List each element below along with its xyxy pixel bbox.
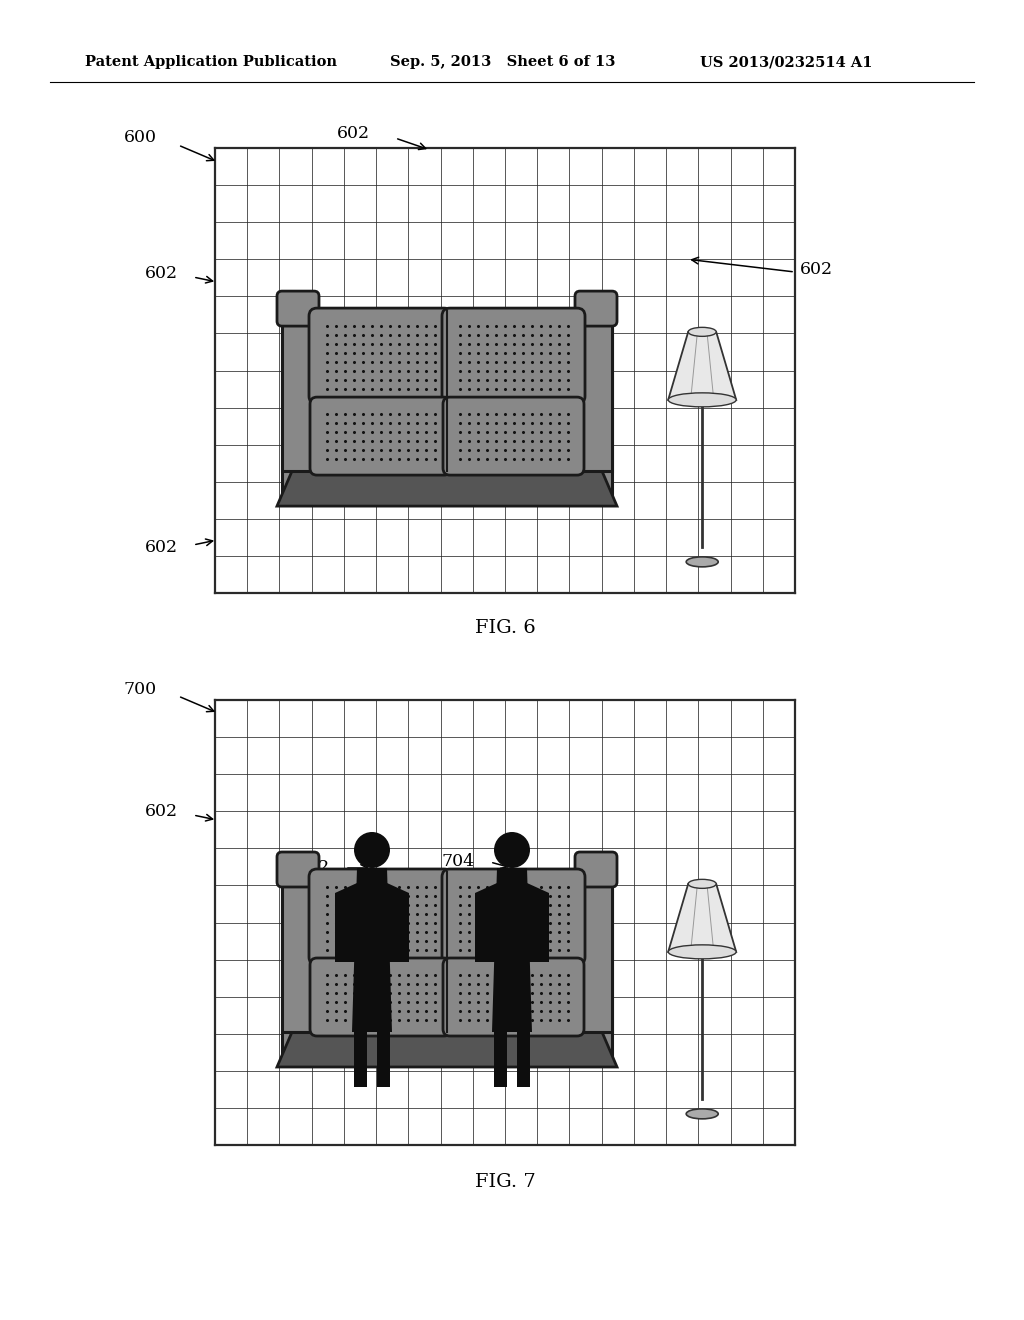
FancyBboxPatch shape	[309, 869, 452, 965]
Polygon shape	[282, 321, 314, 471]
Polygon shape	[494, 1032, 507, 1086]
FancyBboxPatch shape	[278, 851, 319, 887]
Ellipse shape	[669, 945, 736, 958]
Polygon shape	[278, 471, 617, 506]
Text: US 2013/0232514 A1: US 2013/0232514 A1	[700, 55, 872, 69]
Text: 602: 602	[144, 804, 178, 821]
Polygon shape	[527, 883, 549, 962]
Text: 600: 600	[124, 129, 157, 147]
FancyBboxPatch shape	[310, 397, 451, 475]
Text: 704: 704	[442, 854, 475, 870]
Polygon shape	[517, 1032, 530, 1086]
FancyBboxPatch shape	[443, 397, 584, 475]
FancyBboxPatch shape	[575, 292, 617, 326]
Ellipse shape	[696, 920, 709, 928]
Circle shape	[354, 832, 390, 869]
Text: 602: 602	[800, 260, 834, 277]
Ellipse shape	[686, 557, 718, 566]
Text: 702: 702	[297, 859, 330, 876]
Polygon shape	[282, 882, 612, 1063]
Polygon shape	[352, 869, 392, 1032]
Ellipse shape	[688, 327, 716, 337]
FancyBboxPatch shape	[310, 958, 451, 1036]
Circle shape	[494, 832, 530, 869]
Polygon shape	[354, 1032, 367, 1086]
Polygon shape	[492, 869, 532, 1032]
Ellipse shape	[696, 368, 709, 376]
Text: 700: 700	[124, 681, 157, 697]
Polygon shape	[377, 1032, 390, 1086]
Polygon shape	[278, 1032, 617, 1067]
FancyBboxPatch shape	[442, 308, 585, 404]
Text: Patent Application Publication: Patent Application Publication	[85, 55, 337, 69]
FancyBboxPatch shape	[309, 308, 452, 404]
Polygon shape	[387, 883, 409, 962]
Polygon shape	[335, 883, 357, 962]
Text: 602: 602	[144, 540, 178, 557]
Text: 602: 602	[337, 124, 370, 141]
Polygon shape	[580, 321, 612, 471]
Ellipse shape	[686, 1109, 718, 1119]
FancyBboxPatch shape	[443, 958, 584, 1036]
Ellipse shape	[669, 393, 736, 407]
FancyBboxPatch shape	[575, 851, 617, 887]
Polygon shape	[475, 883, 497, 962]
Text: 602: 602	[144, 265, 178, 282]
Text: Sep. 5, 2013   Sheet 6 of 13: Sep. 5, 2013 Sheet 6 of 13	[390, 55, 615, 69]
Text: FIG. 7: FIG. 7	[475, 1173, 536, 1191]
FancyBboxPatch shape	[442, 869, 585, 965]
Polygon shape	[282, 882, 314, 1032]
Polygon shape	[669, 331, 736, 400]
Text: FIG. 6: FIG. 6	[475, 619, 536, 638]
Polygon shape	[669, 884, 736, 952]
FancyBboxPatch shape	[278, 292, 319, 326]
Polygon shape	[282, 321, 612, 502]
Polygon shape	[580, 882, 612, 1032]
Ellipse shape	[688, 879, 716, 888]
